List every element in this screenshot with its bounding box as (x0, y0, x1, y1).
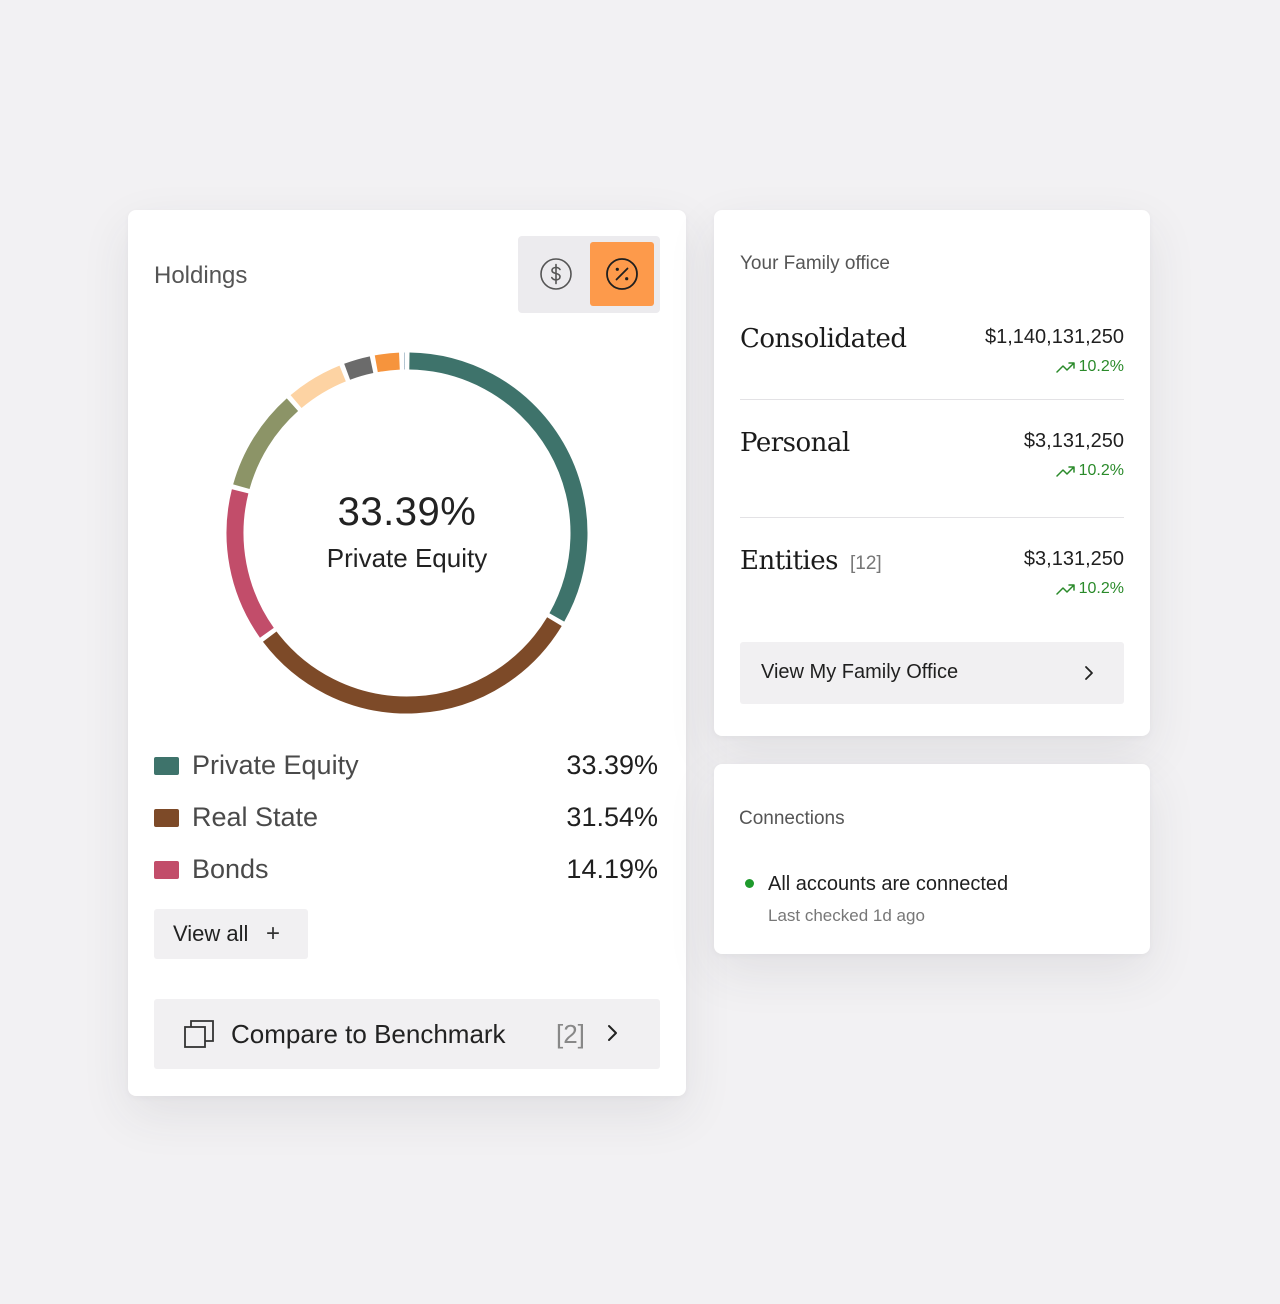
holdings-donut-chart (226, 352, 588, 714)
family-row-change: 10.2% (1055, 580, 1124, 598)
legend-swatch (154, 809, 179, 827)
trending-up-icon (1055, 362, 1075, 373)
divider (740, 517, 1124, 518)
view-all-label: View all (173, 921, 249, 946)
holdings-title: Holdings (154, 262, 248, 289)
value-mode-toggle (518, 236, 660, 313)
legend-value: 33.39% (566, 750, 658, 780)
donut-segment-other-3[interactable] (344, 356, 374, 380)
family-office-title: Your Family office (740, 253, 890, 274)
view-family-office-button[interactable]: View My Family Office (740, 642, 1124, 704)
family-row-count: [12] (849, 553, 882, 574)
connections-card: Connections All accounts are connected L… (714, 764, 1150, 954)
chevron-right-icon (608, 1025, 617, 1041)
view-all-button[interactable]: View all + (154, 909, 308, 959)
family-row-name: Consolidated (740, 324, 907, 354)
view-family-office-label: View My Family Office (761, 661, 959, 683)
donut-segment-other-4[interactable] (374, 352, 400, 373)
donut-segment-other-1[interactable] (233, 398, 299, 490)
family-row-name: Personal (740, 428, 850, 458)
family-row-amount: $1,140,131,250 (984, 326, 1124, 348)
donut-center-label: Private Equity (326, 543, 488, 573)
compare-benchmark-button[interactable]: Compare to Benchmark [2] (154, 999, 660, 1069)
legend-item-private-equity[interactable]: Private Equity 33.39% (154, 750, 658, 784)
trending-up-icon (1055, 466, 1075, 477)
family-row-change: 10.2% (1055, 462, 1124, 480)
dollar-circle-icon (540, 258, 572, 290)
legend-name: Private Equity (192, 750, 359, 780)
percent-circle-icon (606, 258, 638, 290)
legend-value: 14.19% (566, 854, 658, 884)
copy-icon (184, 1020, 214, 1048)
legend-name: Real State (192, 802, 319, 832)
compare-benchmark-count: [2] (556, 1019, 585, 1049)
legend-item-real-state[interactable]: Real State 31.54% (154, 802, 658, 836)
family-row-name: Entities [12] (740, 546, 882, 576)
connection-status: All accounts are connected (768, 873, 1009, 895)
legend-name: Bonds (192, 854, 269, 884)
trending-up-icon (1055, 584, 1075, 595)
last-checked: Last checked 1d ago (768, 906, 925, 925)
plus-icon: + (266, 920, 281, 947)
chevron-right-icon (1085, 666, 1093, 680)
percent-mode-button[interactable] (590, 242, 654, 306)
compare-benchmark-label: Compare to Benchmark (231, 1019, 506, 1049)
legend-item-bonds[interactable]: Bonds 14.19% (154, 854, 658, 888)
family-office-card: Your Family office Consolidated $1,140,1… (714, 210, 1150, 736)
donut-segment-bonds[interactable] (226, 489, 274, 638)
donut-segment-other-2[interactable] (290, 365, 347, 409)
legend-swatch (154, 861, 179, 879)
divider (740, 399, 1124, 400)
holdings-card: Holdings 33.39% Private Equity Private E… (128, 210, 686, 1096)
legend-swatch (154, 757, 179, 775)
donut-center-value: 33.39% (337, 490, 477, 534)
family-row-change: 10.2% (1055, 358, 1124, 376)
family-row-amount: $3,131,250 (1023, 548, 1124, 570)
connections-title: Connections (739, 808, 845, 829)
donut-segment-real-state[interactable] (262, 617, 562, 714)
status-dot-icon (745, 879, 754, 888)
donut-segment-private-equity[interactable] (409, 352, 588, 622)
family-row-amount: $3,131,250 (1023, 430, 1124, 452)
dollar-mode-button[interactable] (524, 242, 588, 306)
legend-value: 31.54% (566, 802, 658, 832)
